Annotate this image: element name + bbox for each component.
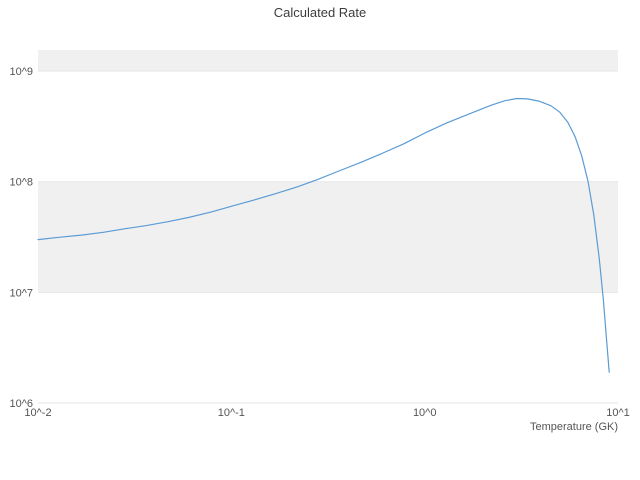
x-tick-label: 10^0 [413, 407, 437, 419]
x-tick-label: 10^-1 [218, 407, 245, 419]
stripe-band [38, 181, 618, 293]
y-tick-label: 10^8 [9, 177, 33, 189]
x-tick-label: 10^-2 [24, 407, 51, 419]
rate-line [37, 97, 610, 373]
y-tick-label: 10^9 [9, 66, 33, 78]
x-tick-label: 10^1 [606, 407, 630, 419]
chart-title: Calculated Rate [273, 5, 367, 20]
y-tick-label: 10^6 [9, 398, 33, 410]
y-tick-label: 10^7 [9, 287, 33, 299]
x-axis-label: Temperature (GK) [529, 421, 618, 433]
stripe-band [38, 50, 618, 72]
